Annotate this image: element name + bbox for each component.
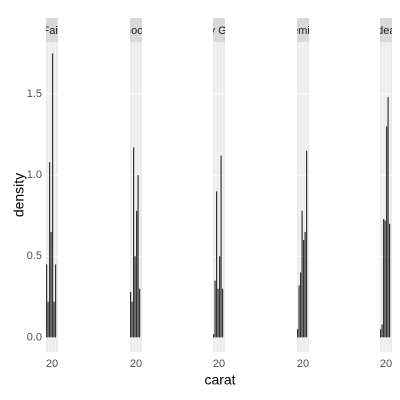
bar: [49, 162, 51, 338]
bar: [386, 126, 388, 338]
y-axis-title: density: [11, 173, 27, 217]
bar: [380, 329, 382, 338]
strip-label: Good: [123, 25, 150, 37]
bar: [52, 53, 54, 338]
bar: [383, 218, 385, 338]
bar: [304, 231, 306, 338]
y-tick-label: 0.5: [27, 250, 42, 262]
strip-label: Premium: [281, 25, 325, 37]
y-tick-label: 0.0: [27, 331, 42, 343]
bar: [214, 280, 216, 338]
strip-background: [213, 18, 225, 42]
bar: [46, 264, 48, 338]
x-tick-label: 20: [213, 358, 225, 370]
strip-label: Fair: [43, 25, 62, 37]
strip-label: Ideal: [374, 25, 398, 37]
bar: [213, 334, 215, 338]
bar: [136, 210, 138, 338]
bar: [384, 220, 386, 338]
bar: [50, 231, 52, 338]
bar: [300, 272, 302, 338]
bar: [53, 301, 55, 338]
bar: [137, 175, 139, 338]
y-tick-label: 1.5: [27, 88, 42, 100]
strip-background: [46, 18, 58, 42]
bar: [387, 97, 389, 338]
bar: [220, 155, 222, 338]
bar: [381, 324, 383, 338]
bar: [217, 288, 219, 338]
bar: [389, 223, 391, 338]
strip-background: [297, 18, 309, 42]
bar: [130, 291, 132, 338]
x-tick-label: 20: [297, 358, 309, 370]
bar: [139, 288, 141, 338]
bar: [306, 150, 308, 338]
strip-label: Very Good: [193, 25, 245, 37]
bar: [222, 288, 224, 338]
bar: [301, 210, 303, 338]
bar: [134, 256, 136, 338]
bar: [219, 256, 221, 338]
bar: [298, 285, 300, 338]
bar: [303, 240, 305, 338]
bar: [131, 301, 133, 338]
y-tick-label: 1.0: [27, 169, 42, 181]
strip-background: [130, 18, 142, 42]
x-tick-label: 20: [130, 358, 142, 370]
bar: [55, 264, 57, 338]
x-tick-label: 20: [46, 358, 58, 370]
bar: [47, 301, 49, 338]
bar: [133, 147, 135, 338]
bar: [216, 191, 218, 338]
x-tick-label: 20: [380, 358, 392, 370]
x-axis-title: carat: [204, 372, 235, 388]
bar: [297, 329, 299, 338]
strip-background: [380, 18, 392, 42]
